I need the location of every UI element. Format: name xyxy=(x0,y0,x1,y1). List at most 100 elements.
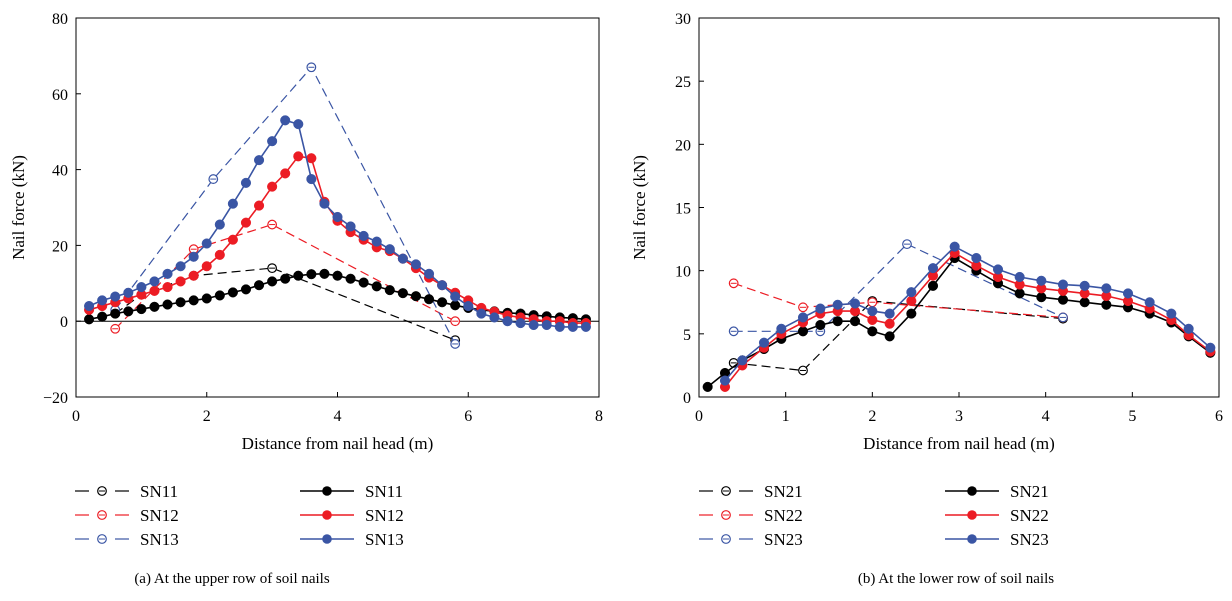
legend-marker xyxy=(322,486,332,496)
data-point xyxy=(849,298,861,309)
data-point xyxy=(175,297,186,308)
data-point xyxy=(84,300,95,312)
data-point xyxy=(188,270,199,281)
legend-label: SN12 xyxy=(365,506,404,525)
data-point xyxy=(528,319,539,331)
data-point xyxy=(849,316,861,327)
data-point xyxy=(1101,283,1112,294)
data-point xyxy=(201,238,212,249)
legend-item-sn13: SN13 xyxy=(75,530,179,549)
x-tick-label: 4 xyxy=(334,408,342,425)
series-sn21-computed-filled xyxy=(702,252,1216,392)
data-point xyxy=(397,253,408,264)
data-point xyxy=(1122,288,1134,299)
data-point xyxy=(450,300,461,311)
data-point xyxy=(450,291,461,302)
legend-item-sn22: SN22 xyxy=(699,506,803,525)
data-point xyxy=(1183,323,1194,334)
data-point xyxy=(1144,297,1155,308)
data-point xyxy=(345,221,356,232)
data-point xyxy=(123,287,134,298)
data-point xyxy=(293,119,304,130)
legend-item-sn23: SN23 xyxy=(699,530,803,549)
data-point xyxy=(162,268,173,279)
data-point xyxy=(97,295,108,306)
y-tick-label: 5 xyxy=(683,327,691,344)
data-point xyxy=(1057,279,1069,290)
data-point xyxy=(332,211,343,223)
series-line xyxy=(114,223,456,330)
data-point xyxy=(188,295,199,306)
data-point xyxy=(240,217,252,228)
series-sn13-computed-filled xyxy=(84,115,591,332)
data-point xyxy=(797,326,809,337)
data-point xyxy=(149,285,160,296)
y-tick-label: 80 xyxy=(52,11,68,28)
legend-marker xyxy=(967,486,977,496)
data-point xyxy=(423,268,435,279)
data-point xyxy=(267,136,278,147)
legend-label: SN23 xyxy=(1010,530,1049,549)
legend: SN21 SN22 SN23 SN21 SN22 SN23 xyxy=(699,482,1049,549)
data-point xyxy=(136,304,147,315)
series-line xyxy=(724,245,1211,382)
data-point xyxy=(149,301,160,312)
data-point xyxy=(240,284,252,295)
x-tick-label: 4 xyxy=(1042,408,1050,425)
data-point xyxy=(345,273,356,284)
data-point xyxy=(319,268,330,279)
legend-item-sn22: SN22 xyxy=(945,506,1049,525)
y-axis-label: Nail force (kN) xyxy=(630,155,649,260)
data-point xyxy=(306,269,317,280)
data-point xyxy=(884,308,895,319)
data-point xyxy=(567,321,578,332)
series-line xyxy=(733,243,1064,332)
series-sn13-measured-open xyxy=(110,62,461,349)
data-point xyxy=(437,297,448,308)
data-point xyxy=(410,259,422,270)
legend-marker xyxy=(967,510,977,520)
legend-item-sn11: SN11 xyxy=(75,482,178,501)
x-tick-label: 0 xyxy=(72,408,80,425)
data-point xyxy=(476,308,487,319)
legend-item-sn12: SN12 xyxy=(300,506,404,525)
x-tick-label: 0 xyxy=(695,408,703,425)
data-point xyxy=(971,252,982,264)
panel-caption: (b) At the lower row of soil nails xyxy=(858,571,1054,587)
data-point xyxy=(371,281,382,292)
data-point xyxy=(175,261,186,272)
data-point xyxy=(832,316,843,327)
data-point xyxy=(293,151,304,162)
data-point xyxy=(253,155,265,166)
legend-item-sn12: SN12 xyxy=(75,506,179,525)
data-point xyxy=(776,323,787,334)
data-point xyxy=(227,198,238,209)
y-tick-label: 0 xyxy=(60,314,68,331)
data-point xyxy=(410,291,422,302)
data-point xyxy=(1101,299,1112,310)
data-point xyxy=(515,318,526,329)
data-point xyxy=(214,290,225,301)
data-point xyxy=(489,312,500,323)
data-point xyxy=(1014,288,1025,299)
data-point xyxy=(280,115,291,126)
data-point xyxy=(884,318,895,329)
data-point xyxy=(227,287,238,298)
data-point xyxy=(201,293,212,304)
data-point xyxy=(949,241,960,252)
y-tick-label: 40 xyxy=(52,163,68,180)
series-line xyxy=(707,256,1211,388)
data-point xyxy=(815,319,826,331)
legend-label: SN21 xyxy=(764,482,803,501)
data-point xyxy=(227,234,238,245)
data-point xyxy=(437,280,448,291)
data-point xyxy=(358,230,369,241)
data-point xyxy=(84,314,95,325)
data-point xyxy=(397,288,408,299)
data-point xyxy=(175,276,186,287)
data-point xyxy=(541,319,552,331)
data-point xyxy=(267,181,278,192)
data-point xyxy=(201,261,212,272)
y-tick-label: 10 xyxy=(675,264,691,281)
x-axis-label: Distance from nail head (m) xyxy=(242,434,434,453)
